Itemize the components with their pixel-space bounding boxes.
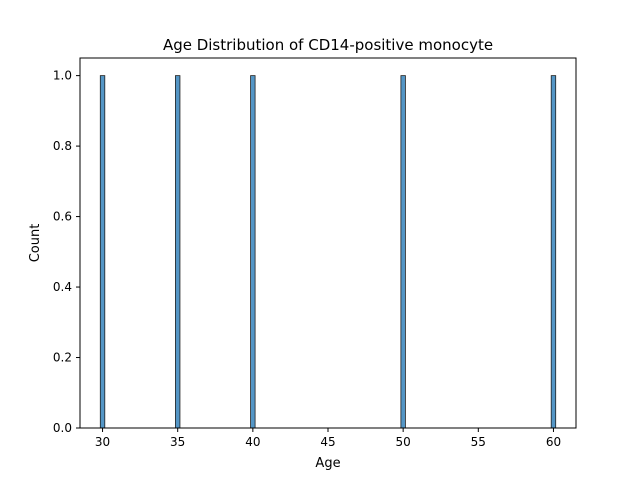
bars-group (99, 75, 557, 429)
x-tick-label: 55 (471, 435, 486, 449)
plot-frame (79, 57, 577, 429)
x-tick-label: 60 (546, 435, 561, 449)
x-axis-label: Age (315, 456, 340, 471)
x-ticks-group: 30 35 40 45 50 55 60 (95, 428, 561, 449)
y-tick-label: 0.6 (53, 210, 72, 224)
y-tick-label: 0.2 (53, 351, 72, 365)
x-tick-label: 50 (396, 435, 411, 449)
histogram-bar-40 (250, 75, 256, 429)
histogram-bar-50 (400, 75, 406, 429)
histogram-bar-60 (550, 75, 557, 429)
x-tick-label: 30 (95, 435, 110, 449)
histogram-bar-35 (175, 75, 181, 429)
histogram-bar-30 (99, 75, 106, 429)
x-tick-label: 45 (320, 435, 335, 449)
y-ticks-group: 0.0 0.2 0.4 0.6 0.8 1.0 (53, 69, 80, 435)
y-axis-label: Count (28, 224, 43, 263)
y-tick-label: 0.8 (53, 139, 72, 153)
chart-title: Age Distribution of CD14-positive monocy… (163, 36, 493, 54)
y-tick-label: 0.4 (53, 280, 72, 294)
y-tick-label: 1.0 (53, 69, 72, 83)
x-tick-label: 40 (245, 435, 260, 449)
y-tick-label: 0.0 (53, 421, 72, 435)
x-tick-label: 35 (170, 435, 185, 449)
